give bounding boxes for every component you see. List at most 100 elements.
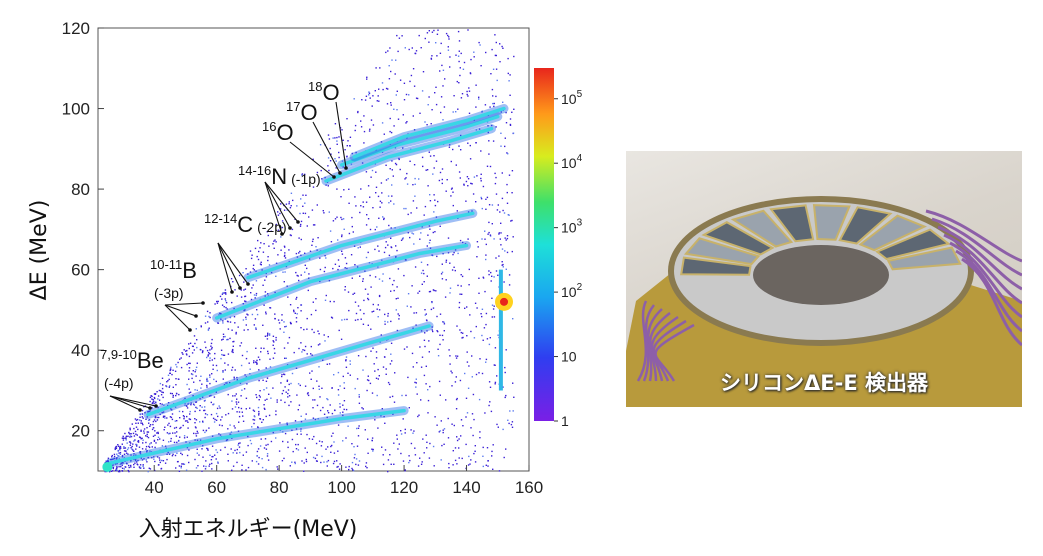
event-dot — [427, 234, 429, 236]
event-dot — [377, 304, 379, 306]
event-dot — [129, 444, 131, 446]
event-dot — [154, 416, 156, 419]
event-dot — [262, 419, 264, 421]
event-dot — [441, 444, 443, 447]
event-dot — [464, 307, 466, 309]
event-dot — [422, 165, 424, 168]
event-dot — [427, 389, 429, 391]
event-dot — [346, 318, 348, 321]
event-dot — [287, 389, 290, 391]
event-dot — [455, 376, 457, 378]
event-dot — [328, 138, 331, 140]
event-dot — [218, 314, 220, 316]
event-dot — [234, 406, 237, 408]
event-dot — [227, 460, 229, 462]
event-dot — [419, 457, 421, 459]
event-dot — [137, 441, 140, 443]
event-dot — [428, 41, 430, 43]
event-dot — [390, 290, 392, 292]
event-dot — [218, 433, 220, 435]
event-dot — [357, 247, 359, 249]
event-dot — [238, 446, 241, 448]
event-dot — [286, 380, 288, 382]
event-dot — [174, 370, 177, 372]
event-dot — [227, 353, 230, 355]
event-dot — [382, 366, 385, 368]
event-dot — [244, 288, 247, 290]
event-dot — [144, 412, 146, 414]
event-dot — [448, 349, 450, 351]
cable — [652, 319, 687, 382]
event-dot — [195, 328, 197, 330]
event-dot — [500, 232, 502, 234]
event-dot — [414, 195, 416, 197]
event-dot — [206, 386, 208, 388]
event-dot — [348, 232, 351, 235]
event-dot — [171, 455, 174, 457]
event-dot — [235, 393, 237, 395]
annotation-pointer — [217, 242, 233, 293]
event-dot — [186, 383, 188, 386]
event-dot — [265, 415, 267, 418]
event-dot — [311, 328, 313, 331]
event-dot — [284, 246, 286, 248]
event-dot — [442, 253, 444, 255]
event-dot — [171, 413, 174, 415]
event-dot — [211, 373, 213, 375]
event-dot — [456, 355, 459, 357]
event-dot — [201, 470, 203, 472]
event-dot — [240, 342, 243, 344]
event-dot — [306, 225, 308, 227]
event-dot — [251, 254, 253, 256]
event-dot — [393, 289, 395, 292]
event-dot — [136, 444, 138, 446]
event-dot — [115, 467, 118, 470]
event-dot — [448, 36, 450, 38]
event-dot — [485, 258, 487, 261]
event-dot — [482, 339, 484, 341]
event-dot — [116, 453, 118, 455]
event-dot — [189, 362, 191, 365]
annotation-arrowhead — [288, 226, 292, 230]
event-dot — [238, 406, 240, 409]
event-dot — [165, 385, 167, 387]
event-dot — [153, 396, 156, 399]
event-dot — [512, 236, 514, 238]
event-dot — [458, 301, 461, 304]
event-dot — [435, 216, 438, 218]
event-dot — [327, 446, 329, 448]
event-dot — [157, 398, 159, 400]
event-dot — [468, 90, 471, 92]
event-dot — [249, 373, 251, 375]
event-dot — [274, 291, 276, 294]
colorbar-tick-label: 102 — [561, 282, 583, 300]
event-dot — [224, 318, 227, 320]
event-dot — [236, 295, 238, 297]
event-dot — [304, 271, 306, 273]
event-dot — [384, 320, 386, 323]
event-dot — [407, 293, 410, 295]
event-dot — [354, 264, 356, 266]
event-dot — [257, 406, 260, 409]
event-dot — [264, 291, 267, 293]
event-dot — [478, 372, 480, 374]
x-tick-label: 60 — [207, 478, 226, 497]
event-dot — [479, 358, 481, 360]
event-dot — [139, 466, 142, 469]
event-dot — [442, 119, 444, 121]
event-dot — [469, 144, 471, 147]
band-12-14C — [214, 243, 469, 320]
event-dot — [208, 465, 210, 467]
event-dot — [341, 129, 343, 131]
event-dot — [206, 384, 208, 387]
event-dot — [257, 239, 259, 242]
event-dot — [371, 105, 373, 107]
event-dot — [312, 238, 314, 240]
event-dot — [489, 234, 492, 236]
event-dot — [409, 160, 411, 162]
event-dot — [344, 267, 346, 269]
event-dot — [300, 420, 303, 423]
event-dot — [305, 194, 307, 196]
event-dot — [390, 102, 392, 104]
event-dot — [391, 360, 393, 362]
